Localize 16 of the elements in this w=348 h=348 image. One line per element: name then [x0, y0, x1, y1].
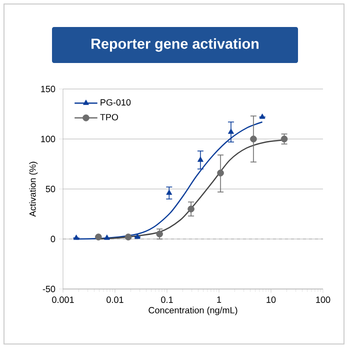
x-tick-label: 0.01 — [106, 296, 124, 303]
y-axis-title: Activation (%) — [29, 162, 38, 217]
y-tick-label: -50 — [42, 286, 56, 292]
legend-label: PG-010 — [100, 99, 131, 106]
y-tick-label: 150 — [41, 86, 56, 92]
chart-title: Reporter gene activation — [92, 38, 259, 52]
y-tick-label: 0 — [50, 236, 56, 242]
x-tick-label: 0.1 — [161, 296, 173, 303]
y-tick-label: 50 — [46, 186, 56, 192]
y-tick-label: 100 — [41, 136, 56, 142]
x-tick-label: 100 — [316, 296, 330, 303]
legend-label: TPO — [100, 114, 118, 120]
x-axis-title: Concentration (ng/mL) — [148, 306, 238, 316]
x-tick-label: 10 — [266, 296, 276, 303]
x-tick-label: 1 — [217, 296, 222, 303]
x-tick-label: 0.001 — [52, 296, 74, 303]
